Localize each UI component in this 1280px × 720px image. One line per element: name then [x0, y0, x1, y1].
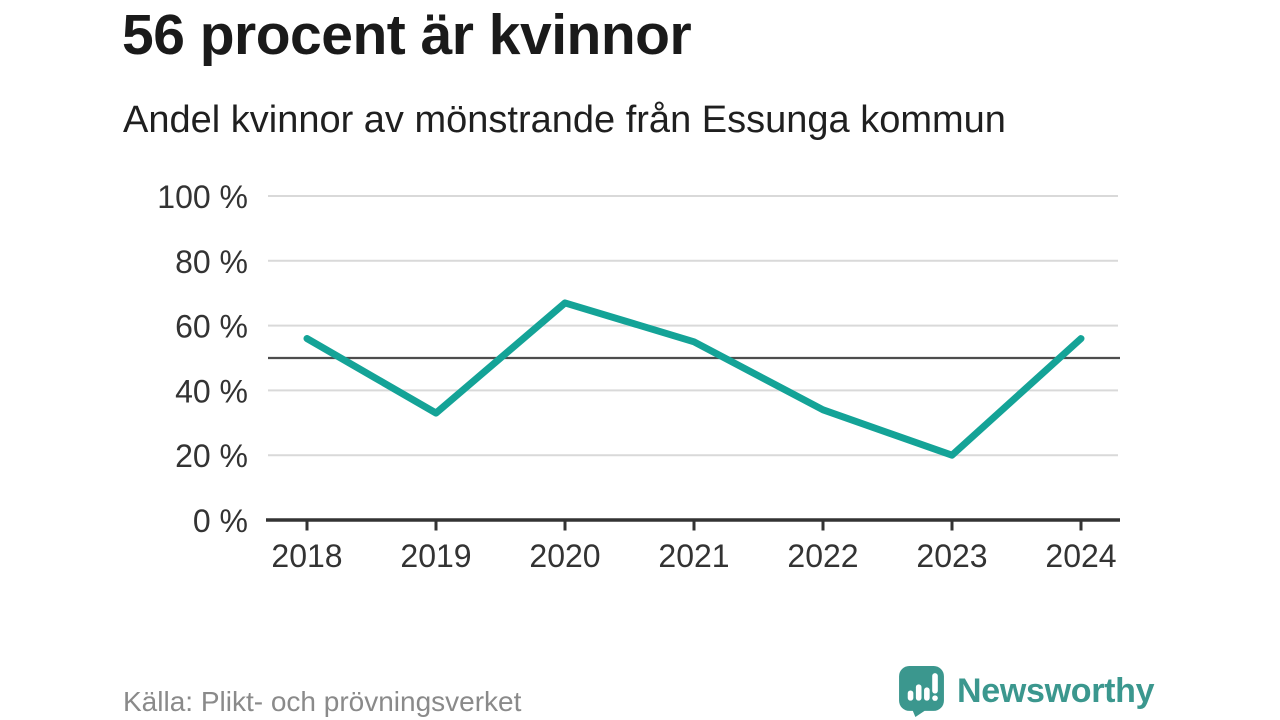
x-tick-label-2023: 2023 — [916, 538, 987, 574]
x-tick-label-2021: 2021 — [658, 538, 729, 574]
logo-wordmark: Newsworthy — [957, 671, 1155, 710]
chart-bars-speech-bubble-icon — [899, 665, 944, 717]
newsworthy-logo: Newsworthy — [899, 664, 1155, 718]
x-axis — [266, 518, 1120, 531]
line-chart: 0 % 20 % 40 % 60 % 80 % 100 % 2018 2019 2020 202… — [157, 179, 1120, 574]
y-axis-labels: 0 % 20 % 40 % 60 % 80 % 100 % — [157, 179, 248, 539]
y-tick-label-100: 100 % — [157, 179, 248, 215]
x-axis-labels: 2018 2019 2020 2021 2022 2023 2024 — [271, 538, 1116, 574]
y-tick-label-0: 0 % — [193, 503, 248, 539]
chart-title: 56 procent är kvinnor — [122, 3, 692, 67]
x-tick-label-2019: 2019 — [400, 538, 471, 574]
chart-subtitle: Andel kvinnor av mönstrande från Essunga… — [123, 99, 1006, 141]
y-tick-label-40: 40 % — [175, 373, 248, 409]
x-tick-label-2022: 2022 — [787, 538, 858, 574]
y-tick-label-80: 80 % — [175, 244, 248, 280]
source-label: Källa: Plikt- och prövningsverket — [123, 686, 522, 717]
y-gridlines — [268, 195, 1118, 457]
x-tick-label-2024: 2024 — [1045, 538, 1116, 574]
y-tick-label-20: 20 % — [175, 438, 248, 474]
data-line-series — [303, 299, 1085, 459]
y-tick-label-60: 60 % — [175, 309, 248, 345]
x-tick-label-2020: 2020 — [529, 538, 600, 574]
x-tick-label-2018: 2018 — [271, 538, 342, 574]
series-line-andel-kvinnor — [303, 299, 1085, 459]
